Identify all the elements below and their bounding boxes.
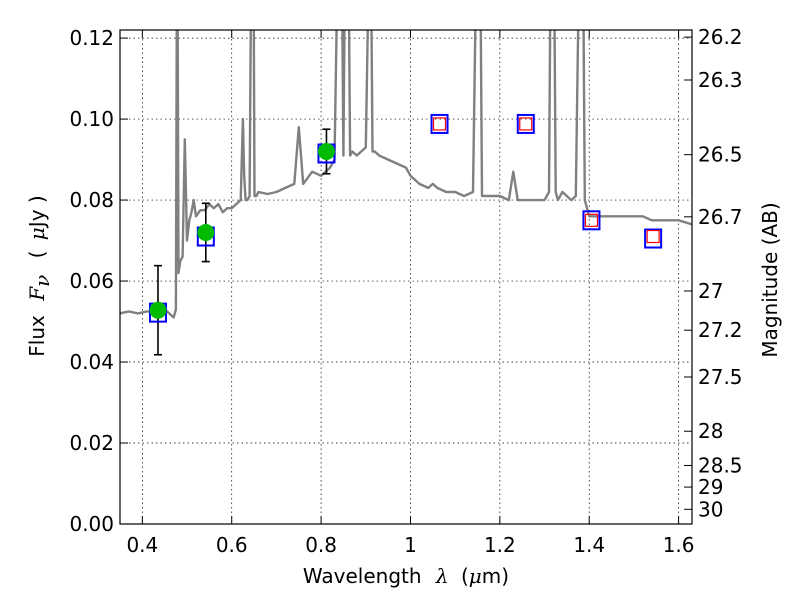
y-tick-label: 0.08 <box>69 188 114 212</box>
y2-tick-label: 26.7 <box>698 205 743 229</box>
green-circle-marker <box>149 301 167 319</box>
x-axis-label: Wavelength λ (μm) <box>303 564 509 588</box>
blue-square-marker <box>430 113 449 134</box>
x-tick-label: 1.6 <box>663 533 695 557</box>
y2-tick-label: 26.5 <box>698 143 743 167</box>
axis-ticks: 0.4 0.6 0.8 1 1.2 1.4 1.6 0.00 0.02 0.04 0.06 0.08 0… <box>69 25 742 557</box>
blue-square-marker <box>644 228 663 249</box>
plot-frame <box>119 29 693 525</box>
y-tick-label: 0.02 <box>69 431 114 455</box>
red-square-marker <box>432 117 447 131</box>
y-tick-label: 0.04 <box>69 350 114 374</box>
y-tick-label: 0.10 <box>69 107 114 131</box>
y2-tick-label: 26.2 <box>698 25 743 49</box>
red-square-marker <box>646 229 660 244</box>
x-tick-label: 0.6 <box>216 533 248 557</box>
x-axis-label-unit-open: ( <box>461 564 469 588</box>
y-axis-label-unit-open: ( <box>25 251 49 259</box>
x-tick-label: 0.8 <box>305 533 337 557</box>
y-axis-label-subscript: ν <box>30 275 54 287</box>
y-axis-label-unit-mu: μ <box>25 227 49 240</box>
y-axis-label-unit-rest: Jy ) <box>25 195 49 229</box>
x-tick-label: 1 <box>404 533 417 557</box>
y2-tick-label: 29 <box>698 475 723 499</box>
green-circle-marker <box>317 142 335 160</box>
blue-square-marker <box>582 210 601 231</box>
y2-tick-label: 30 <box>698 497 723 521</box>
y2-tick-label: 26.3 <box>698 68 743 92</box>
y2-tick-label: 27.5 <box>698 365 743 389</box>
x-axis-label-unit-rest: m) <box>482 564 509 588</box>
y-axis-label-symbol: F <box>25 286 49 302</box>
x-axis-label-prefix: Wavelength <box>303 564 422 588</box>
y-axis-label: Flux Fν ( μJy ) <box>25 195 54 356</box>
red-square-marker <box>584 213 599 227</box>
green-circle-marker <box>197 223 215 241</box>
x-axis-label-unit-mu: μ <box>469 564 482 588</box>
y2-tick-label: 28 <box>698 419 723 443</box>
red-square-marker <box>519 117 533 131</box>
y-tick-label: 0.00 <box>69 512 114 536</box>
grid-lines <box>120 30 692 525</box>
data-markers <box>148 113 663 323</box>
y2-tick-label: 28.5 <box>698 453 743 477</box>
blue-square-marker <box>516 113 535 134</box>
x-tick-label: 1.2 <box>484 533 516 557</box>
model-spectrum <box>120 30 692 319</box>
y2-tick-label: 27 <box>698 279 723 303</box>
y-tick-label: 0.12 <box>69 26 114 50</box>
x-axis-label-symbol: λ <box>435 564 449 588</box>
y2-tick-label: 27.2 <box>698 318 743 342</box>
x-tick-label: 1.4 <box>573 533 605 557</box>
y-tick-label: 0.06 <box>69 269 114 293</box>
y-axis-label-prefix: Flux <box>25 315 49 357</box>
y2-axis-label: Magnitude (AB) <box>758 202 782 357</box>
model-spectrum-line <box>120 30 692 319</box>
x-tick-label: 0.4 <box>126 533 158 557</box>
